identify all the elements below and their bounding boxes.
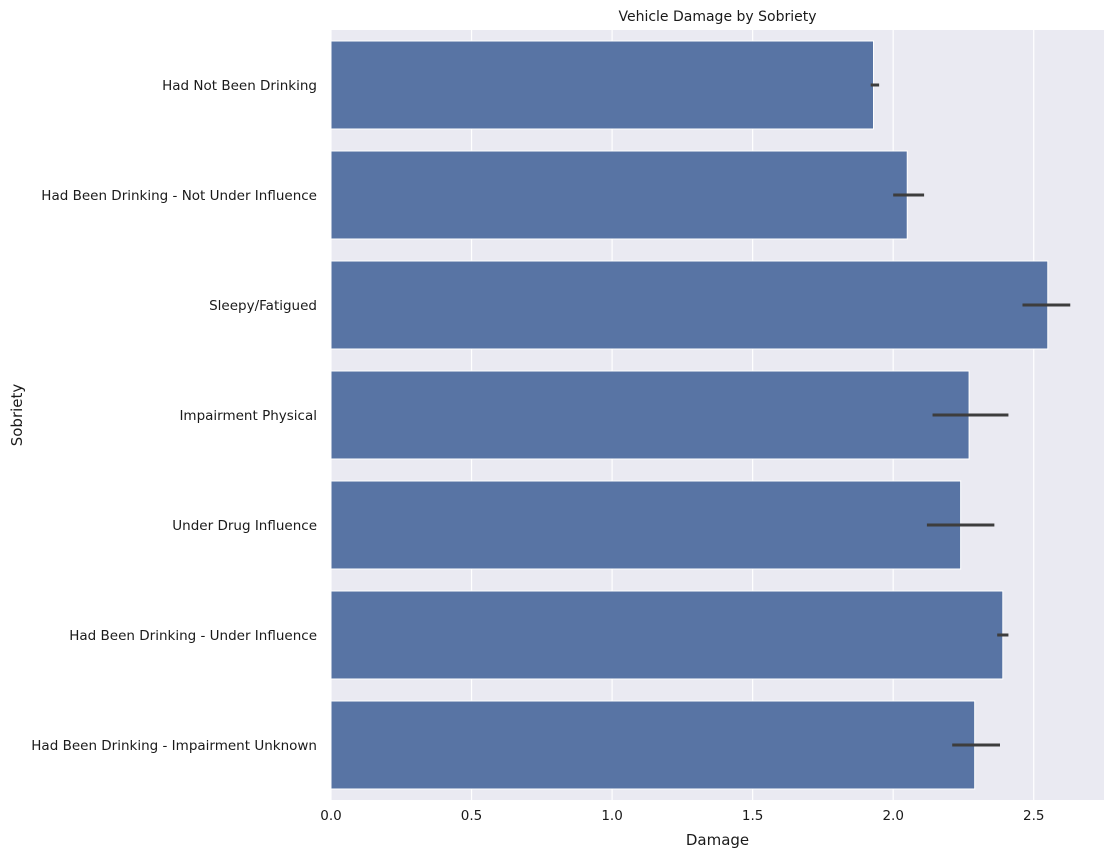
bar [330,590,1004,680]
category-label: Impairment Physical [179,408,317,424]
bar [330,700,976,790]
category-label: Sleepy/Fatigued [209,298,317,314]
x-tick-label: 1.5 [742,808,763,824]
x-tick-label: 2.5 [1023,808,1044,824]
x-tick-labels: 0.0 0.5 1.0 1.5 2.0 2.5 [320,808,1044,824]
category-label: Had Been Drinking - Not Under Influence [41,188,317,204]
category-label: Had Been Drinking - Under Influence [69,628,317,644]
x-axis-label: Damage [686,831,749,849]
y-axis-label: Sobriety [8,384,26,447]
bar [330,370,970,460]
bar [330,480,962,570]
x-tick-label: 0.0 [320,808,341,824]
bar [330,150,908,240]
bar [330,40,875,130]
chart-title: Vehicle Damage by Sobriety [618,9,816,25]
x-tick-label: 2.0 [882,808,903,824]
bars [330,40,1049,790]
category-label: Under Drug Influence [172,518,317,534]
category-label: Had Been Drinking - Impairment Unknown [31,738,317,754]
error-bars [870,83,1071,747]
x-tick-label: 0.5 [461,808,482,824]
bar [330,260,1049,350]
x-tick-label: 1.0 [601,808,622,824]
category-label: Had Not Been Drinking [162,78,317,94]
category-labels: Had Not Been Drinking Had Been Drinking -… [31,78,317,754]
